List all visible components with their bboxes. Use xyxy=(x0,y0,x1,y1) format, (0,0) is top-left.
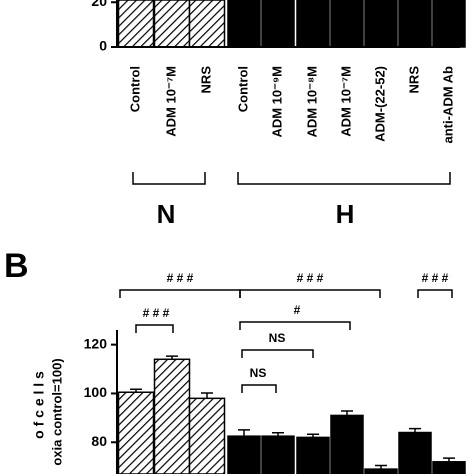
bar xyxy=(117,391,155,474)
bar xyxy=(117,0,155,48)
significance-label: NS xyxy=(250,366,267,380)
significance-bracket xyxy=(239,321,351,330)
significance-bracket xyxy=(239,289,381,298)
bar xyxy=(398,0,432,48)
bar xyxy=(227,0,261,48)
error-bar xyxy=(201,392,213,399)
group-bracket xyxy=(132,172,206,185)
significance-bracket xyxy=(417,289,453,298)
y-tick-label: 80 xyxy=(91,433,107,449)
bar xyxy=(364,468,398,474)
y-axis-label: o f c e l l s xyxy=(31,371,47,439)
y-axis-label: oxia control=100) xyxy=(49,358,64,465)
significance-bracket xyxy=(135,324,174,333)
bar xyxy=(330,0,364,48)
group-label: H xyxy=(336,199,355,229)
bar xyxy=(296,436,330,474)
panel-label: B xyxy=(4,247,29,285)
bar xyxy=(296,0,330,48)
group-label: N xyxy=(157,199,176,229)
bar xyxy=(153,358,191,474)
bar xyxy=(188,397,226,474)
significance-bracket xyxy=(119,289,241,298)
significance-bracket xyxy=(241,349,314,358)
x-tick-label: Control xyxy=(235,66,250,112)
x-tick-label: ADM 10⁻⁸M xyxy=(304,66,319,138)
x-tick-label: anti-ADM Ab xyxy=(440,66,455,144)
bar xyxy=(261,435,295,474)
y-tick-label: 0 xyxy=(99,38,107,54)
x-tick-label: NRS xyxy=(198,66,213,94)
x-tick-label: ADM 10⁻⁷M xyxy=(338,66,353,137)
x-tick-label: ADM-(22-52) xyxy=(372,66,387,142)
error-bar xyxy=(409,427,421,433)
error-bar xyxy=(166,355,178,360)
x-tick-label: ADM 10⁻⁹M xyxy=(269,66,284,138)
y-tick-label: 120 xyxy=(84,335,108,351)
bar xyxy=(432,0,466,48)
significance-bracket xyxy=(241,384,277,393)
error-bar xyxy=(272,432,284,437)
error-bar xyxy=(130,388,142,393)
error-bar xyxy=(307,433,319,438)
significance-label: # xyxy=(294,303,301,317)
bar xyxy=(432,461,466,474)
bar xyxy=(330,414,364,474)
bar xyxy=(188,0,226,48)
bar xyxy=(153,0,191,48)
x-tick-label: ADM 10⁻⁷M xyxy=(163,66,178,137)
bar xyxy=(227,435,261,474)
significance-label: # # # xyxy=(167,271,194,285)
significance-label: # # # xyxy=(422,271,449,285)
group-bracket xyxy=(237,172,451,185)
bar xyxy=(398,431,432,474)
x-tick-label: NRS xyxy=(406,66,421,94)
significance-label: NS xyxy=(269,331,286,345)
significance-label: # # # xyxy=(297,271,324,285)
y-tick-label: 20 xyxy=(91,0,107,9)
x-tick-label: Control xyxy=(127,66,142,112)
error-bar xyxy=(443,457,455,462)
error-bar xyxy=(341,410,353,416)
significance-label: # # # xyxy=(143,306,170,320)
y-tick-label: 100 xyxy=(84,384,108,400)
error-bar xyxy=(238,429,250,437)
bar xyxy=(261,0,295,48)
bar xyxy=(364,0,398,48)
error-bar xyxy=(375,464,387,470)
